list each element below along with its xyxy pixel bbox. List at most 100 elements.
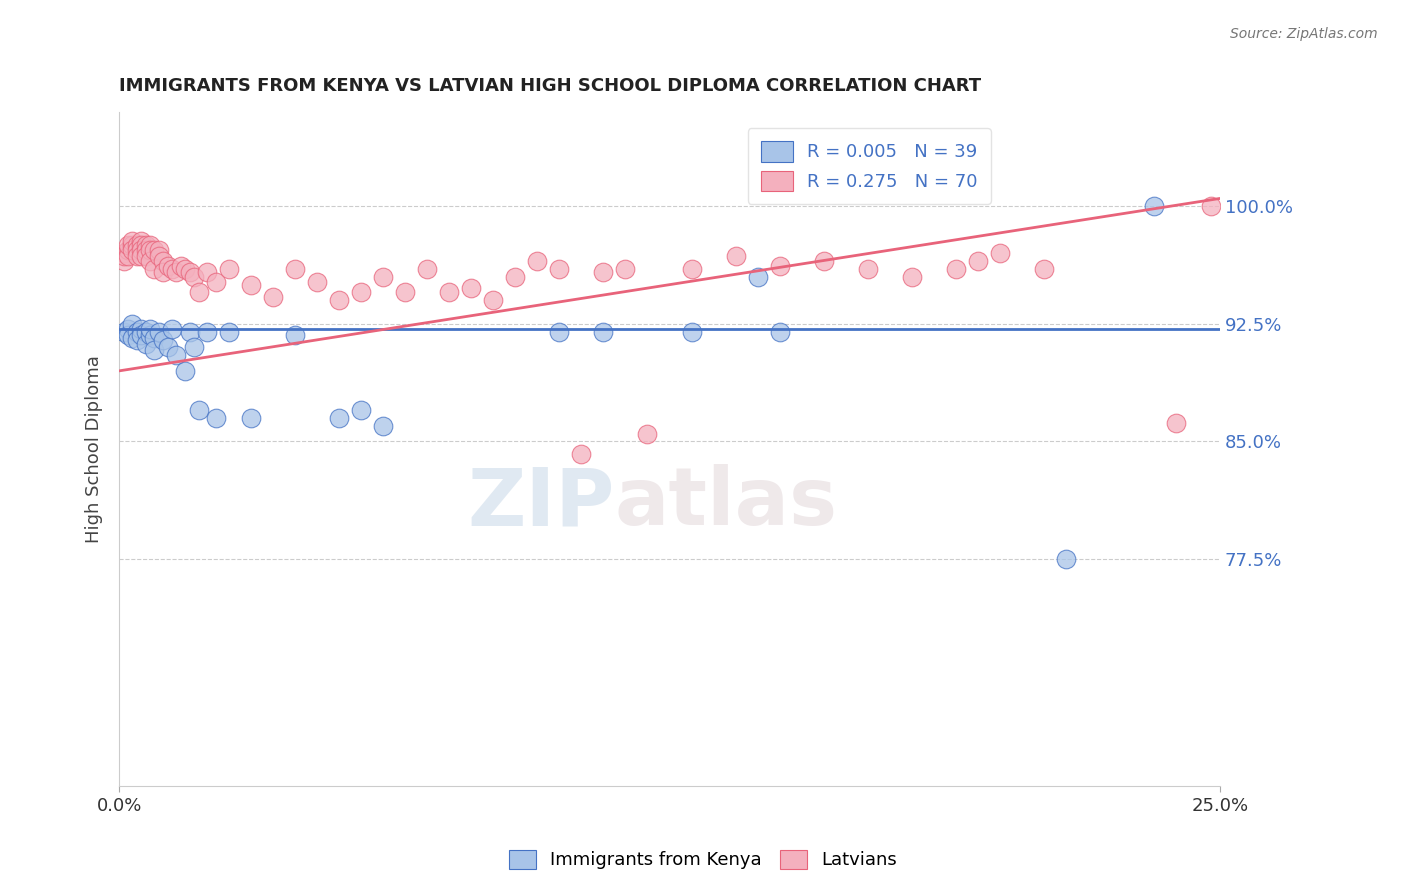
- Point: [139, 238, 162, 252]
- Point: [856, 262, 879, 277]
- Point: [112, 246, 135, 260]
- Point: [637, 426, 659, 441]
- Point: [121, 331, 143, 345]
- Point: [195, 325, 218, 339]
- Point: [205, 410, 228, 425]
- Point: [681, 262, 703, 277]
- Text: ZIP: ZIP: [467, 464, 614, 542]
- Point: [148, 250, 170, 264]
- Point: [482, 293, 505, 308]
- Point: [156, 340, 179, 354]
- Point: [681, 325, 703, 339]
- Point: [125, 243, 148, 257]
- Point: [143, 331, 166, 345]
- Point: [1054, 552, 1077, 566]
- Point: [988, 246, 1011, 260]
- Point: [129, 321, 152, 335]
- Point: [129, 250, 152, 264]
- Point: [548, 325, 571, 339]
- Point: [218, 325, 240, 339]
- Point: [121, 317, 143, 331]
- Point: [125, 238, 148, 252]
- Point: [170, 259, 193, 273]
- Point: [148, 325, 170, 339]
- Text: Source: ZipAtlas.com: Source: ZipAtlas.com: [1230, 27, 1378, 41]
- Point: [135, 250, 157, 264]
- Point: [139, 327, 162, 342]
- Point: [966, 254, 988, 268]
- Point: [187, 285, 209, 300]
- Point: [156, 259, 179, 273]
- Point: [183, 340, 205, 354]
- Point: [1032, 262, 1054, 277]
- Point: [143, 262, 166, 277]
- Point: [139, 254, 162, 268]
- Point: [129, 234, 152, 248]
- Point: [768, 325, 790, 339]
- Point: [328, 410, 350, 425]
- Point: [117, 321, 139, 335]
- Point: [439, 285, 461, 300]
- Point: [307, 275, 329, 289]
- Point: [166, 348, 188, 362]
- Point: [121, 234, 143, 248]
- Point: [129, 327, 152, 342]
- Point: [548, 262, 571, 277]
- Point: [592, 325, 614, 339]
- Point: [218, 262, 240, 277]
- Point: [166, 265, 188, 279]
- Point: [1164, 416, 1187, 430]
- Point: [526, 254, 548, 268]
- Point: [1143, 199, 1166, 213]
- Point: [179, 325, 201, 339]
- Point: [373, 418, 395, 433]
- Point: [394, 285, 416, 300]
- Point: [143, 343, 166, 358]
- Point: [143, 243, 166, 257]
- Point: [135, 238, 157, 252]
- Point: [139, 321, 162, 335]
- Point: [112, 325, 135, 339]
- Point: [160, 262, 183, 277]
- Point: [152, 265, 174, 279]
- Y-axis label: High School Diploma: High School Diploma: [86, 355, 103, 543]
- Point: [117, 250, 139, 264]
- Point: [187, 403, 209, 417]
- Point: [139, 243, 162, 257]
- Point: [284, 262, 307, 277]
- Point: [121, 238, 143, 252]
- Point: [125, 325, 148, 339]
- Point: [350, 403, 373, 417]
- Point: [152, 333, 174, 347]
- Point: [135, 243, 157, 257]
- Point: [373, 269, 395, 284]
- Point: [460, 281, 482, 295]
- Point: [240, 410, 263, 425]
- Point: [284, 327, 307, 342]
- Point: [112, 254, 135, 268]
- Point: [945, 262, 967, 277]
- Point: [152, 254, 174, 268]
- Point: [195, 265, 218, 279]
- Point: [813, 254, 835, 268]
- Legend: R = 0.005   N = 39, R = 0.275   N = 70: R = 0.005 N = 39, R = 0.275 N = 70: [748, 128, 991, 204]
- Point: [724, 250, 747, 264]
- Point: [129, 238, 152, 252]
- Point: [592, 265, 614, 279]
- Point: [117, 238, 139, 252]
- Point: [117, 243, 139, 257]
- Point: [125, 250, 148, 264]
- Point: [121, 243, 143, 257]
- Point: [135, 325, 157, 339]
- Point: [416, 262, 439, 277]
- Point: [174, 262, 197, 277]
- Point: [328, 293, 350, 308]
- Point: [240, 277, 263, 292]
- Point: [768, 259, 790, 273]
- Point: [571, 447, 593, 461]
- Point: [179, 265, 201, 279]
- Point: [125, 333, 148, 347]
- Point: [350, 285, 373, 300]
- Point: [112, 250, 135, 264]
- Point: [148, 243, 170, 257]
